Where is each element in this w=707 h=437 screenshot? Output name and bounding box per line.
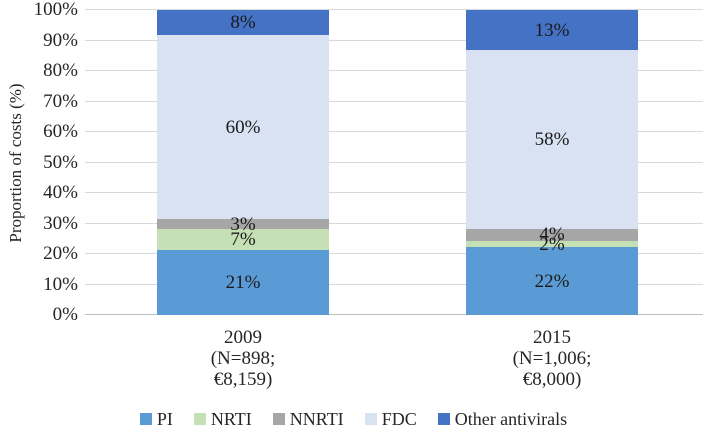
data-label-pi-2015: 22% [534, 270, 570, 292]
x-axis-label-line: €8,159) [213, 369, 273, 390]
data-label-other-antivirals-2009: 8% [230, 11, 256, 33]
segment-fdc-2009: 60% [157, 34, 329, 220]
gridline-30 [85, 222, 703, 224]
data-label-fdc-2009: 60% [225, 116, 261, 138]
legend-label-other-antivirals: Other antivirals [454, 408, 568, 429]
legend-swatch-other-antivirals [437, 413, 450, 425]
x-axis-label-2015: 2015 (N=1,006; €8,000) [452, 327, 652, 390]
gridline-20 [85, 253, 703, 254]
x-axis-label-line: (N=1,006; [512, 348, 592, 369]
plot-area: 21% 7% 3% 60% 8% 22% 2% 4% 58% 13% [85, 9, 703, 315]
x-axis-label-line: 2009 [224, 327, 262, 348]
y-tick-label-40: 40% [43, 182, 78, 203]
y-tick-label-10: 10% [43, 273, 78, 295]
x-axis-label-line: (N=898; [210, 348, 276, 369]
legend-item-other-antivirals: Other antivirals [437, 408, 568, 430]
segment-fdc-2015: 58% [466, 50, 638, 229]
segment-nrti-2015: 2% [466, 235, 638, 254]
legend-label-nrti: NRTI [210, 408, 252, 429]
legend-label-pi: PI [156, 408, 173, 429]
x-axis-line [85, 314, 703, 315]
segment-nnrti-2009: 3% [157, 215, 329, 234]
data-label-other-antivirals-2015: 13% [534, 19, 570, 41]
stacked-bar-2015: 22% 2% 4% 58% 13% [466, 10, 638, 315]
data-label-pi-2009: 21% [225, 272, 261, 294]
gridline-100 [85, 9, 703, 10]
gridline-90 [85, 39, 703, 41]
legend-swatch-pi [139, 413, 152, 425]
legend-swatch-fdc [364, 413, 377, 425]
gridline-50 [85, 161, 703, 163]
legend-item-fdc: FDC [364, 408, 417, 430]
data-label-nrti-2009: 7% [230, 229, 256, 251]
gridline-10 [85, 283, 703, 285]
segment-pi-2009: 21% [157, 250, 329, 315]
legend-label-fdc: FDC [381, 408, 417, 429]
y-tick-label-60: 60% [43, 121, 78, 142]
legend-swatch-nrti [193, 413, 206, 425]
y-axis-ticks: 0% 10% 20% 30% 40% 50% 60% 70% 80% 90% 100% [0, 0, 78, 325]
y-tick-label-30: 30% [43, 212, 78, 234]
y-tick-label-0: 0% [52, 304, 78, 325]
gridline-40 [85, 192, 703, 193]
y-tick-label-50: 50% [43, 151, 78, 173]
gridline-80 [85, 70, 703, 71]
stacked-bar-2009: 21% 7% 3% 60% 8% [157, 10, 329, 315]
data-label-nrti-2015: 2% [539, 233, 565, 255]
gridline-60 [85, 131, 703, 132]
y-tick-label-100: 100% [33, 0, 78, 20]
y-tick-label-90: 90% [43, 29, 78, 51]
segment-pi-2015: 22% [466, 247, 638, 315]
legend-item-nrti: NRTI [193, 408, 252, 430]
segment-nrti-2009: 7% [157, 228, 329, 251]
legend-item-nnrti: NNRTI [272, 408, 344, 430]
x-axis-label-line: 2015 [533, 327, 571, 348]
legend-swatch-nnrti [272, 413, 285, 425]
segment-other-antivirals-2015: 13% [466, 10, 638, 51]
segment-nnrti-2015: 4% [466, 225, 638, 244]
x-axis-label-2009: 2009 (N=898; €8,159) [143, 327, 343, 390]
data-label-nnrti-2009: 3% [230, 213, 256, 235]
legend-item-pi: PI [139, 408, 173, 430]
gridline-70 [85, 100, 703, 102]
legend-label-nnrti: NNRTI [289, 408, 344, 429]
legend: PI NRTI NNRTI FDC Other antivirals [0, 406, 707, 432]
data-label-nnrti-2015: 4% [539, 224, 565, 246]
x-axis-label-line: €8,000) [522, 369, 582, 390]
segment-other-antivirals-2009: 8% [157, 10, 329, 35]
y-tick-label-80: 80% [43, 60, 78, 81]
data-label-fdc-2015: 58% [534, 128, 570, 150]
y-tick-label-70: 70% [43, 90, 78, 112]
y-tick-label-20: 20% [43, 243, 78, 264]
